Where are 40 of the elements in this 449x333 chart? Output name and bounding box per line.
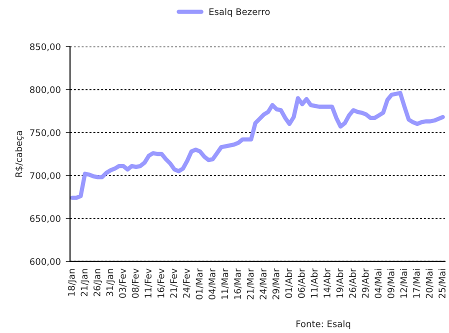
y-tick-label: 800,00	[30, 86, 60, 94]
x-tick-label: 11/Fev	[144, 268, 152, 298]
x-tick-label: 21/Jan	[80, 269, 90, 296]
x-tick-label: 04/Mai	[374, 269, 382, 298]
x-tick-label: 26/Abr	[348, 268, 357, 298]
y-tick-label: 600,00	[30, 258, 60, 266]
x-tick-label: 14/Abr	[323, 268, 332, 298]
y-tick-label: 700,00	[30, 172, 60, 180]
y-axis-title: R$/cabeça	[15, 131, 24, 177]
x-tick-label: 01/Abr	[285, 268, 293, 298]
x-tick-label: 04/Mar	[208, 268, 216, 300]
x-tick-label: 08/Fev	[132, 268, 140, 298]
y-tick-label: 750,00	[30, 129, 60, 138]
y-tick-label: 850,00	[30, 43, 60, 52]
x-tick-label: 16/Fev	[157, 268, 165, 298]
x-tick-label: 09/Mai	[387, 269, 396, 298]
x-tick-label: 31/Jan	[106, 269, 115, 296]
x-tick-label: 21/Fev	[170, 268, 178, 298]
x-tick-label: 16/Mar	[234, 268, 242, 299]
x-tick-label: 12/Mai	[400, 269, 408, 298]
x-tick-label: 26/Jan	[94, 269, 102, 296]
x-tick-label: 29/Mar	[272, 268, 280, 300]
x-tick-label: 03/Fev	[119, 268, 127, 298]
x-tick-label: 11/Abr	[310, 268, 318, 298]
x-tick-label: 18/Jan	[68, 269, 76, 296]
line-series	[70, 90, 445, 200]
source-note: Fonte: Esalq	[296, 320, 350, 330]
y-tick-label: 650,00	[30, 215, 60, 223]
x-tick-label: 06/Abr	[298, 268, 306, 298]
x-tick-label: 11/Mar	[221, 268, 229, 299]
x-tick-label: 19/Abr	[336, 268, 344, 298]
x-tick-label: 24/Mar	[260, 268, 268, 300]
x-tick-label: 01/Mar	[196, 268, 204, 300]
x-tick-label: 21/Mar	[246, 268, 254, 300]
x-tick-label: 25/Mai	[438, 269, 446, 298]
x-tick-label: 20/Mai	[426, 269, 434, 298]
x-tick-label: 29/Abr	[362, 268, 370, 298]
legend-label: Esalq Bezerro	[209, 8, 270, 17]
x-tick-label: 17/Mai	[412, 269, 421, 298]
x-tick-label: 24/Fev	[182, 268, 191, 298]
